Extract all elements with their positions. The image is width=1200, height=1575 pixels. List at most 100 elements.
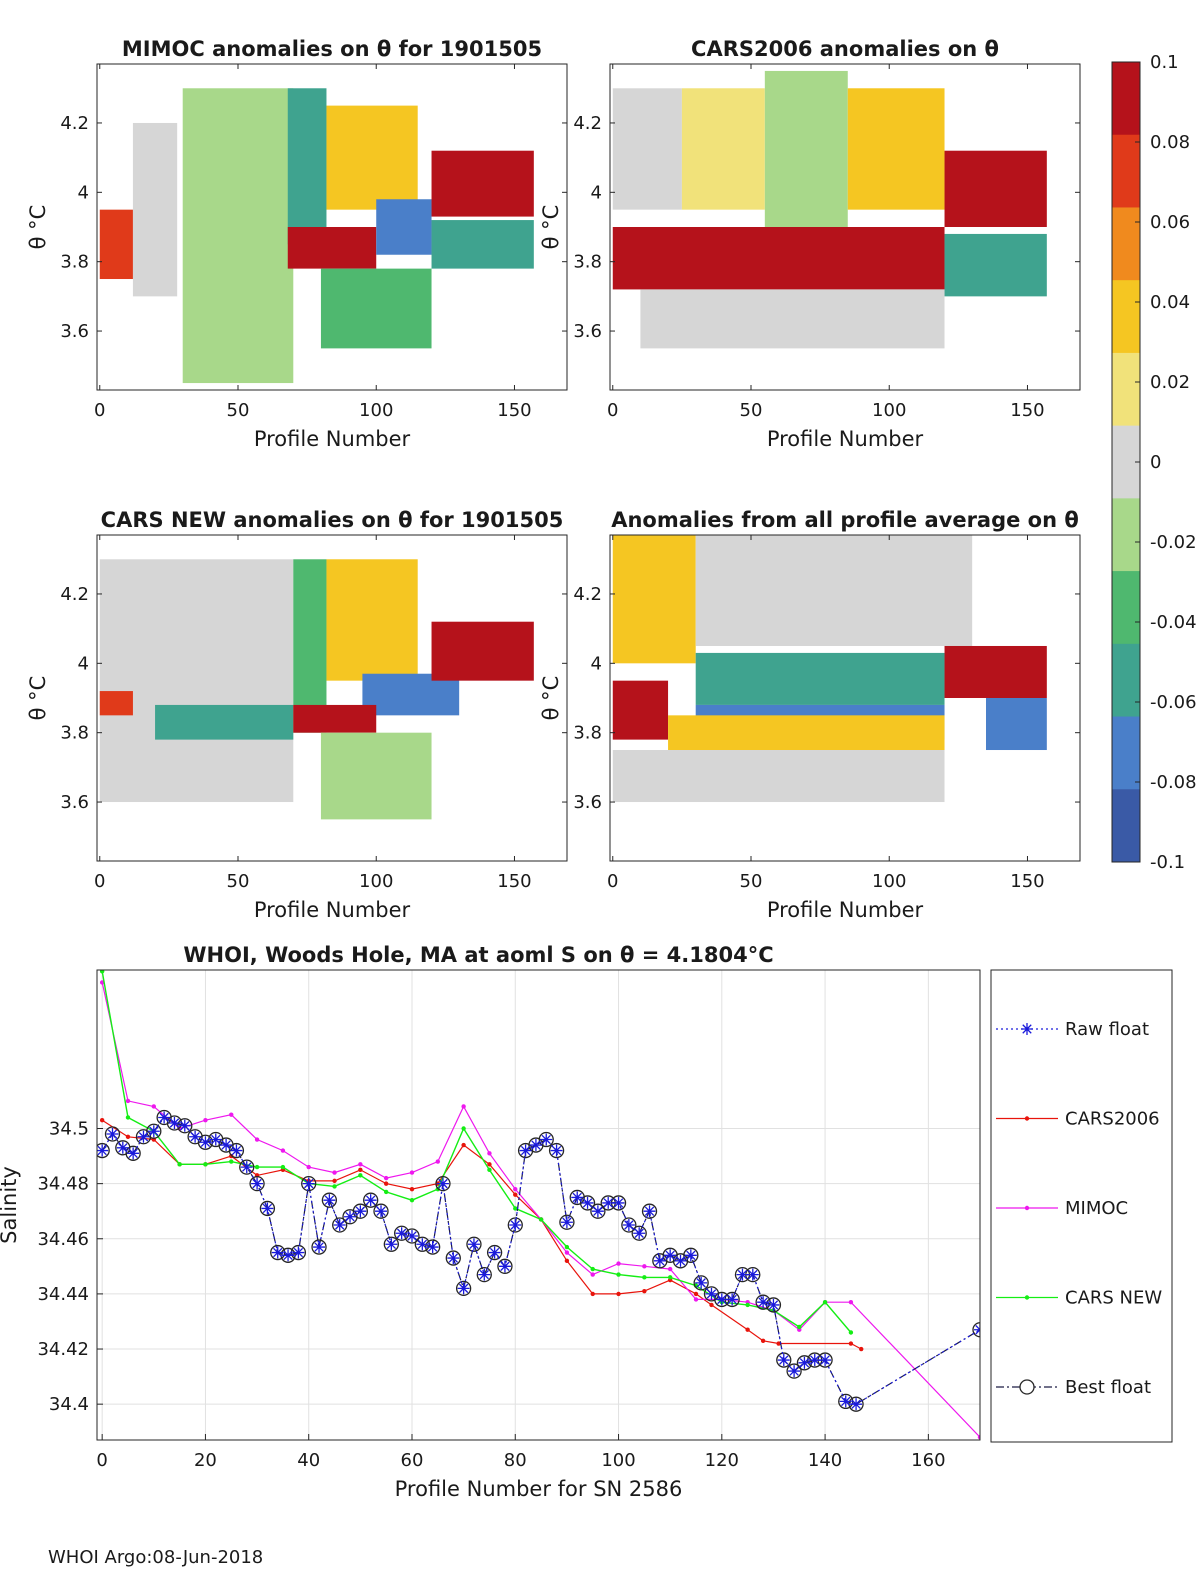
y-axis-label: θ °C [26,205,50,250]
x-tick-label: 50 [227,400,250,421]
legend-label: Best float [1065,1377,1151,1398]
data-point [461,1126,466,1131]
y-tick-label: 4 [78,182,89,203]
colorbar-swatch [1112,352,1140,427]
heatmap-cells [99,559,534,820]
data-point [497,1258,513,1274]
x-tick-label: 150 [497,400,531,421]
data-point [819,1354,832,1367]
data-point [254,1137,260,1142]
data-point [642,1275,647,1280]
data-point [776,1341,781,1346]
cars-new-anomaly-panel: 0 50 100 150 3.6 3.8 4 4.2 Profile Number θ °C CAR… [26,508,568,922]
data-point [383,1189,389,1195]
data-point [383,1181,389,1186]
panel-title: CARS2006 anomalies on θ [691,37,999,61]
data-point [332,1170,337,1175]
data-point [616,1261,621,1266]
data-point [261,1202,274,1215]
legend-label: CARS NEW [1065,1288,1162,1309]
colorbar-tick-label: 0.08 [1150,132,1190,153]
data-point [447,1252,460,1265]
plot-area [97,970,980,1440]
data-point [383,1236,399,1252]
x-axis-label: Profile Number [767,427,924,451]
anomaly-band [320,732,432,820]
data-point [538,1217,544,1222]
data-point [564,1244,570,1250]
data-point [693,1297,699,1302]
data-point [616,1272,621,1277]
data-point [859,1346,864,1352]
data-point [177,1162,182,1167]
data-point [240,1161,253,1174]
data-point [106,1128,119,1141]
heatmap-cells [612,535,1047,803]
data-point [715,1293,728,1306]
data-point [559,1214,575,1230]
data-point [358,1167,363,1173]
salinity-line-plot: 0 20 40 60 80 100 120 140 160 34.4 34.42 34.44 34.46… [0,943,981,1501]
y-tick-label: 34.44 [37,1284,89,1305]
data-point [168,1116,181,1129]
x-axis-label: Profile Number for SN 2586 [395,1477,683,1501]
data-point [977,1435,980,1440]
data-point [540,1133,553,1146]
data-point [259,1200,276,1217]
y-tick-label: 3.8 [60,252,89,273]
data-point [488,1246,501,1259]
data-point [487,1151,492,1156]
colorbar-swatch [1112,280,1140,354]
data-point [125,1098,131,1104]
anomaly-band [431,220,534,269]
data-point [311,1239,327,1255]
anomaly-band [431,150,534,217]
data-point [664,1249,677,1262]
data-point [757,1296,770,1309]
y-axis-label: θ °C [539,205,563,250]
data-point [373,1203,389,1219]
data-point [581,1196,594,1209]
data-point [641,1203,658,1219]
axes-frame [96,63,568,391]
data-point [306,1164,311,1170]
data-point [461,1142,466,1148]
data-point [571,1191,584,1204]
data-point [302,1177,315,1190]
x-tick-label: 20 [194,1450,217,1471]
y-tick-label: 34.5 [49,1119,89,1140]
legend-item: Best float [996,1377,1151,1398]
data-point [579,1195,596,1211]
data-point [683,1247,699,1263]
data-point [354,1205,367,1218]
data-point [616,1291,621,1297]
y-tick-label: 4 [591,182,602,203]
data-point [848,1341,854,1346]
data-point [633,1227,646,1240]
data-point [612,1196,625,1209]
data-point [405,1230,418,1243]
y-tick-label: 3.6 [60,792,89,813]
data-point [344,1210,357,1223]
data-point [695,1276,708,1289]
x-tick-label: 50 [740,400,763,421]
data-point [590,1203,606,1219]
colorbar-tick-label: -0.08 [1150,772,1197,793]
colorbar-swatch [1112,571,1140,645]
data-point [146,1123,162,1139]
data-point [564,1250,570,1255]
data-point [513,1206,518,1211]
data-point [364,1194,377,1207]
axes-frame [96,969,981,1441]
anomaly-band [847,88,945,210]
data-point [436,1177,449,1190]
salinity-legend: Raw float CARS2006 MIMOC CARS NEW Best float [990,969,1173,1443]
data-point [457,1282,470,1295]
data-point [642,1264,647,1269]
colorbar-tick-label: -0.02 [1150,532,1197,553]
data-point [116,1141,129,1154]
data-point [642,1288,647,1294]
x-tick-label: 40 [297,1450,320,1471]
y-tick-label: 34.42 [37,1339,89,1360]
